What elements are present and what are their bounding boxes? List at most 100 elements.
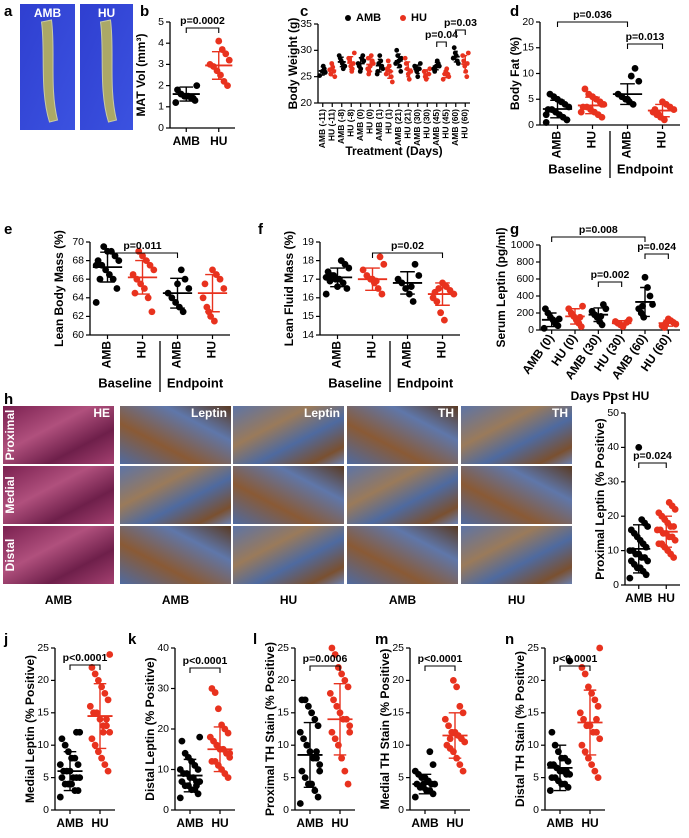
data-point — [594, 774, 602, 781]
y-tick-label: 17 — [302, 273, 314, 285]
x-tick-label: AMB — [170, 341, 184, 369]
y-tick-label: 3 — [158, 58, 164, 70]
data-point — [216, 275, 224, 283]
data-point — [581, 670, 589, 678]
p-value: p<0.0001 — [418, 653, 463, 665]
y-tick-label: 25 — [277, 642, 289, 654]
data-point — [177, 266, 185, 274]
x-tick-label: HU — [91, 816, 108, 830]
data-point — [565, 305, 573, 313]
y-tick-label: 30 — [157, 682, 169, 694]
y-axis-label: Distal TH Stain (% Positive) — [513, 651, 527, 807]
significance-bracket — [551, 236, 646, 242]
y-tick-label: 20 — [37, 674, 49, 686]
data-point — [588, 689, 596, 697]
y-tick-label: 35 — [300, 18, 312, 30]
data-point — [111, 252, 119, 260]
data-point — [581, 85, 589, 93]
data-point — [92, 299, 100, 306]
image-group-label: HU — [508, 593, 525, 607]
data-point — [393, 61, 399, 66]
data-point — [446, 735, 454, 743]
data-point — [659, 98, 666, 106]
y-tick-label: 15 — [522, 42, 534, 54]
data-point — [328, 728, 336, 736]
y-tick-label: 40 — [607, 441, 619, 453]
panel-letter: k — [128, 631, 137, 648]
data-point — [465, 50, 471, 56]
data-point — [542, 119, 550, 126]
data-point — [225, 56, 233, 64]
data-point — [627, 526, 635, 534]
data-point — [99, 728, 107, 736]
y-tick-label: 25 — [37, 642, 49, 654]
data-point — [201, 280, 209, 288]
y-tick-label: 25 — [392, 642, 404, 654]
data-point — [593, 715, 600, 723]
panel-letter: e — [4, 221, 12, 238]
panel-letter: n — [505, 631, 514, 648]
data-point — [176, 766, 184, 773]
y-axis-label: Medial Leptin (% Positive) — [23, 655, 37, 803]
data-point — [459, 709, 467, 717]
significance-bracket — [189, 667, 221, 673]
histology-image — [233, 466, 344, 524]
significance-bracket — [69, 664, 101, 670]
data-point — [378, 290, 386, 298]
y-tick-label: 66 — [72, 273, 84, 285]
image-label: HU — [98, 6, 115, 20]
x-axis-label: Days Post HU — [571, 389, 650, 403]
x-tick-label: AMB — [176, 816, 204, 830]
data-point — [181, 749, 189, 757]
data-point — [402, 55, 408, 61]
image-group-label: AMB — [45, 593, 73, 607]
data-point — [398, 69, 404, 74]
panel-letter: g — [510, 221, 519, 238]
data-point — [58, 774, 66, 781]
data-point — [131, 289, 139, 297]
data-point — [74, 761, 82, 769]
data-point — [588, 761, 596, 769]
data-point — [101, 689, 109, 697]
data-point — [168, 294, 176, 302]
p-value: p=0.011 — [123, 240, 161, 252]
data-point — [304, 780, 312, 788]
histology-image — [233, 406, 344, 464]
image-group-label: AMB — [389, 593, 417, 607]
data-point — [109, 275, 117, 283]
data-point — [304, 702, 312, 710]
data-point — [411, 767, 419, 775]
data-point — [333, 702, 341, 710]
y-tick-label: 25 — [527, 642, 539, 654]
data-point — [68, 754, 76, 762]
x-tick-label: HU (21) — [403, 109, 413, 139]
data-point — [384, 66, 390, 72]
x-tick-label: AMB (-8) — [336, 109, 346, 144]
data-point — [61, 741, 69, 749]
data-point — [394, 47, 400, 53]
data-point — [359, 266, 367, 274]
data-point — [558, 754, 566, 762]
x-tick-label: HU (-8) — [346, 109, 356, 137]
data-point — [540, 324, 548, 332]
panel-letter: b — [140, 3, 149, 20]
x-tick-label: HU — [435, 341, 449, 358]
x-tick-label: AMB — [625, 591, 653, 605]
y-tick-label: 30 — [300, 44, 312, 56]
y-tick-label: 0 — [398, 804, 404, 816]
y-axis-label: Serum Leptin (pg/ml) — [494, 227, 508, 347]
bone-shape — [99, 19, 118, 123]
data-point — [311, 787, 319, 794]
y-tick-label: 5 — [398, 771, 404, 783]
data-point — [150, 266, 158, 274]
data-point — [639, 302, 646, 310]
p-value: p=0.03 — [444, 17, 477, 29]
data-point — [91, 741, 99, 749]
significance-bracket — [455, 29, 466, 35]
x-tick-label: AMB — [296, 816, 324, 830]
data-point — [309, 754, 317, 762]
data-point — [577, 108, 585, 116]
data-point — [448, 728, 456, 736]
x-tick-label: AMB — [400, 341, 414, 369]
